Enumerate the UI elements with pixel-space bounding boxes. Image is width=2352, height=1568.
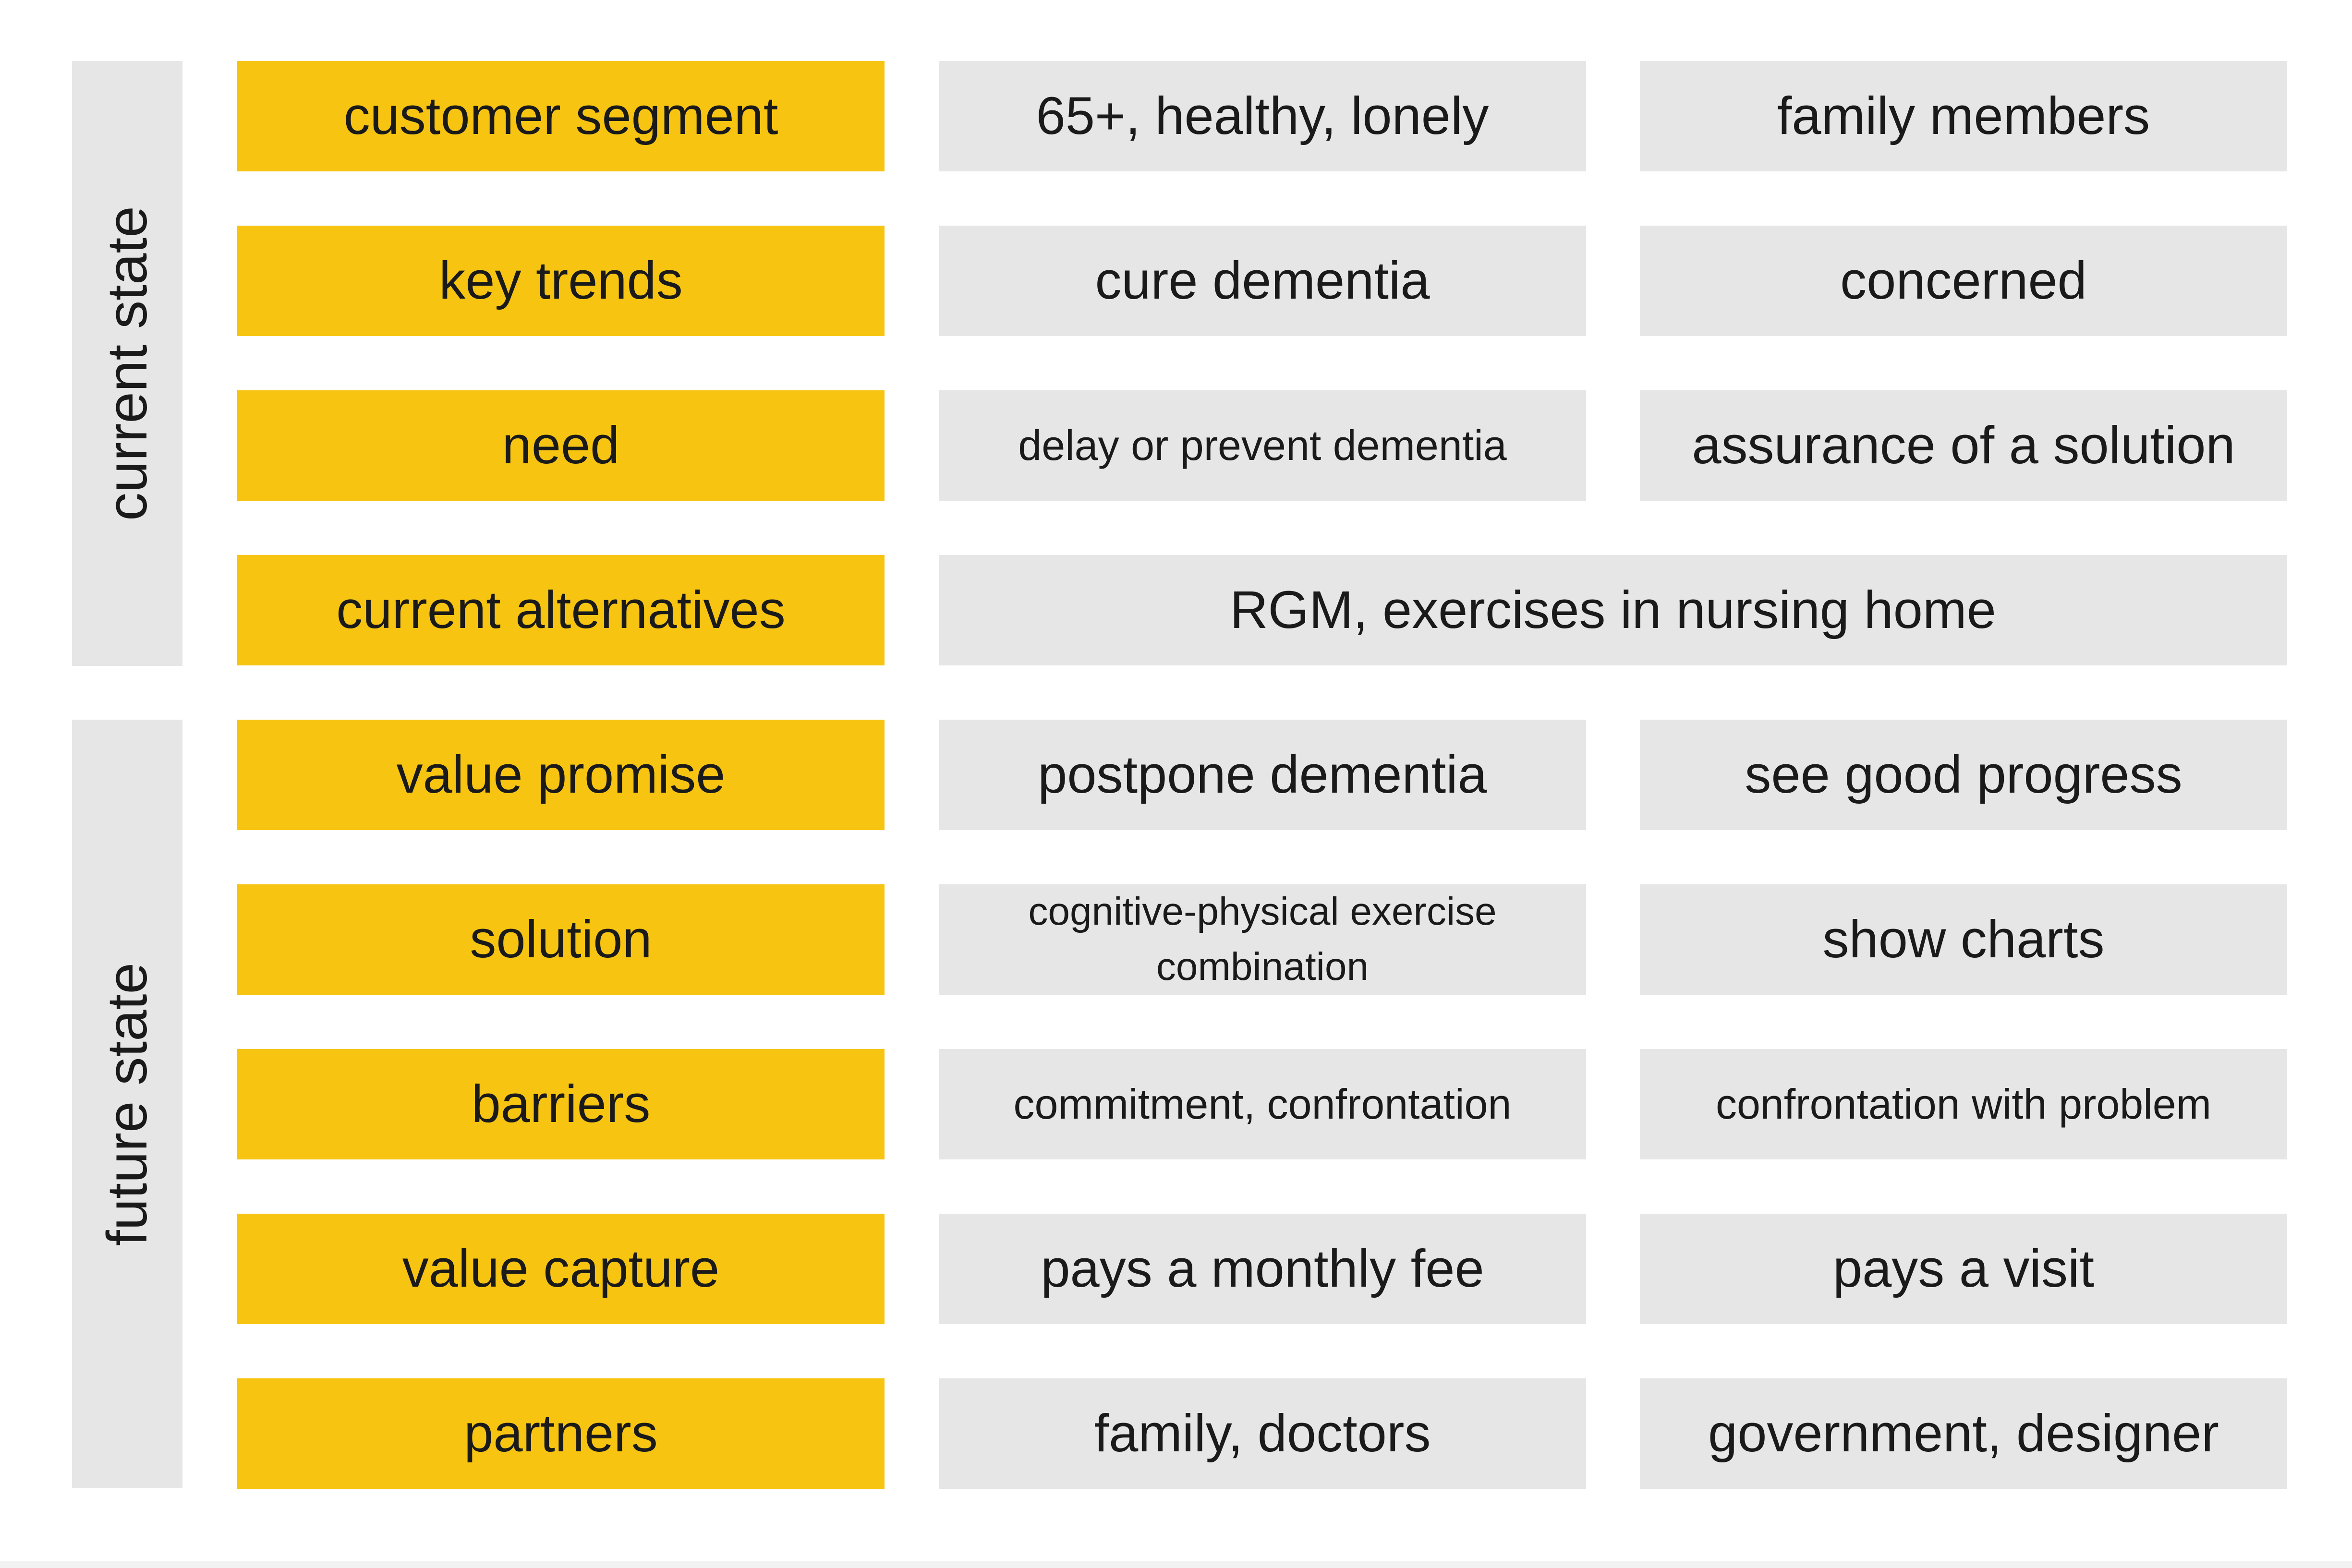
- row-label-customer-segment: customer segment: [237, 61, 885, 171]
- row-label-value-capture: value capture: [237, 1214, 885, 1324]
- row-label-key-trends: key trends: [237, 226, 885, 336]
- section-label-future: future state: [96, 962, 159, 1246]
- cell-barriers-1: commitment, confrontation: [939, 1049, 1586, 1159]
- row-label-partners: partners: [237, 1378, 885, 1489]
- cell-partners-2: government, designer: [1640, 1378, 2287, 1489]
- bottom-divider: [0, 1561, 2352, 1568]
- cell-need-2: assurance of a solution: [1640, 390, 2287, 501]
- cell-solution-2: show charts: [1640, 884, 2287, 995]
- cell-barriers-2: confrontation with problem: [1640, 1049, 2287, 1159]
- cell-value-promise-2: see good progress: [1640, 720, 2287, 830]
- cell-current-alternatives: RGM, exercises in nursing home: [939, 555, 2287, 665]
- cell-key-trends-2: concerned: [1640, 226, 2287, 336]
- cell-value-capture-2: pays a visit: [1640, 1214, 2287, 1324]
- section-future-state: future state: [72, 720, 182, 1488]
- cell-solution-1: cognitive-physical exercise combination: [939, 884, 1586, 995]
- cell-value-capture-1: pays a monthly fee: [939, 1214, 1586, 1324]
- row-label-value-promise: value promise: [237, 720, 885, 830]
- cell-key-trends-1: cure dementia: [939, 226, 1586, 336]
- row-label-solution: solution: [237, 884, 885, 995]
- section-current-state: current state: [72, 61, 182, 666]
- cell-need-1: delay or prevent dementia: [939, 390, 1586, 501]
- row-label-barriers: barriers: [237, 1049, 885, 1159]
- row-label-current-alternatives: current alternatives: [237, 555, 885, 665]
- cell-customer-segment-1: 65+, healthy, lonely: [939, 61, 1586, 171]
- section-label-current: current state: [96, 206, 159, 521]
- cell-partners-1: family, doctors: [939, 1378, 1586, 1489]
- cell-value-promise-1: postpone dementia: [939, 720, 1586, 830]
- cell-customer-segment-2: family members: [1640, 61, 2287, 171]
- row-label-need: need: [237, 390, 885, 501]
